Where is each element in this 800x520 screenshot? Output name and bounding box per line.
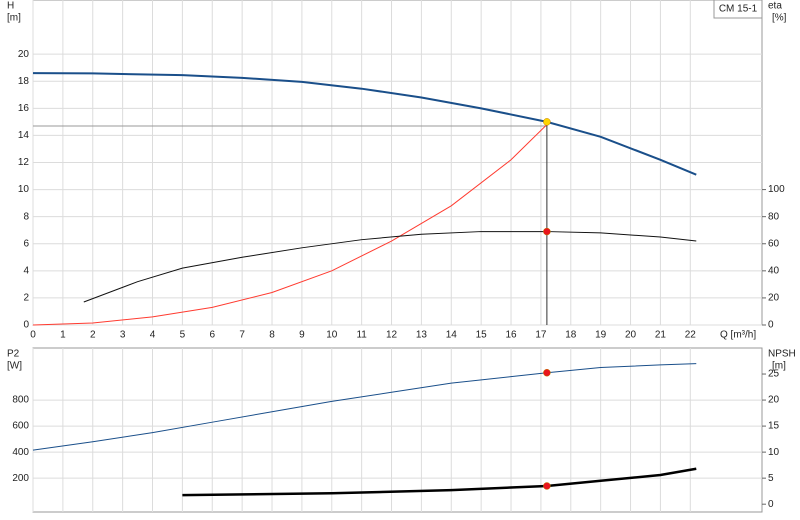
y-tick-label: 600: [12, 421, 29, 432]
y2-axis-label: NPSH: [768, 349, 796, 360]
x-tick-label: 14: [446, 330, 458, 341]
y-axis-label: P2: [7, 349, 20, 360]
y2-axis-unit: [m]: [772, 361, 786, 372]
y-tick-label: 4: [23, 265, 29, 276]
x-tick-label: 20: [625, 330, 637, 341]
y-tick-label: 200: [12, 473, 29, 484]
curve: [83, 231, 697, 303]
y-tick-label: 6: [23, 238, 29, 249]
x-tick-label: 5: [180, 330, 186, 341]
x-tick-label: 2: [90, 330, 96, 341]
y-tick-label: 8: [23, 211, 29, 222]
y2-tick-label: 40: [768, 265, 780, 276]
y-tick-label: 14: [18, 130, 30, 141]
y2-tick-label: 20: [768, 293, 780, 304]
y2-tick-label: 20: [768, 395, 780, 406]
x-tick-label: 12: [386, 330, 398, 341]
x-tick-label: 9: [299, 330, 305, 341]
x-tick-label: 4: [150, 330, 156, 341]
y2-tick-label: 10: [768, 447, 780, 458]
curve: [32, 363, 697, 451]
plot-area: [32, 347, 763, 513]
y-tick-label: 0: [23, 320, 29, 331]
y2-tick-label: 15: [768, 421, 780, 432]
x-tick-label: 0: [30, 330, 36, 341]
curve: [32, 124, 548, 326]
y2-tick-label: 100: [768, 184, 785, 195]
x-tick-label: 6: [209, 330, 215, 341]
x-tick-label: 22: [685, 330, 697, 341]
y2-tick-label: 60: [768, 238, 780, 249]
data-point: [543, 482, 551, 490]
y2-axis-unit: [%]: [772, 13, 787, 24]
chart-title: CM 15-1: [719, 4, 758, 15]
y-tick-label: 12: [18, 157, 30, 168]
x-tick-label: 21: [655, 330, 667, 341]
x-tick-label: 15: [476, 330, 488, 341]
y2-tick-label: 25: [768, 369, 780, 380]
y2-tick-label: 0: [768, 320, 774, 331]
x-tick-label: 7: [239, 330, 245, 341]
x-tick-label: 17: [535, 330, 547, 341]
x-tick-label: 1: [60, 330, 66, 341]
y2-axis-label: eta: [768, 1, 782, 12]
x-tick-label: 19: [595, 330, 607, 341]
y-axis-unit: [W]: [7, 361, 22, 372]
y-tick-label: 10: [18, 184, 30, 195]
x-tick-label: 11: [356, 330, 367, 341]
data-point: [543, 368, 551, 377]
y-tick-label: 800: [12, 395, 29, 406]
y2-tick-label: 80: [768, 211, 780, 222]
y2-tick-label: 0: [768, 499, 774, 510]
y-tick-label: 400: [12, 447, 29, 458]
x-tick-label: 16: [505, 330, 517, 341]
x-tick-label: 13: [416, 330, 428, 341]
data-point: [543, 118, 551, 126]
x-tick-label: 10: [326, 330, 338, 341]
y-tick-label: 18: [18, 76, 30, 87]
y2-tick-label: 5: [768, 473, 774, 484]
y-tick-label: 2: [23, 293, 29, 304]
y-tick-label: 16: [18, 103, 30, 114]
y-tick-label: 20: [18, 49, 30, 60]
data-point: [543, 227, 551, 236]
x-axis-label: Q [m³/h]: [720, 330, 756, 341]
title-box: [713, 0, 763, 19]
x-tick-label: 18: [565, 330, 577, 341]
x-tick-label: 3: [120, 330, 126, 341]
y-axis-label: H: [7, 1, 14, 12]
x-tick-label: 8: [269, 330, 275, 341]
y-axis-unit: [m]: [7, 13, 21, 24]
curve: [32, 72, 697, 176]
